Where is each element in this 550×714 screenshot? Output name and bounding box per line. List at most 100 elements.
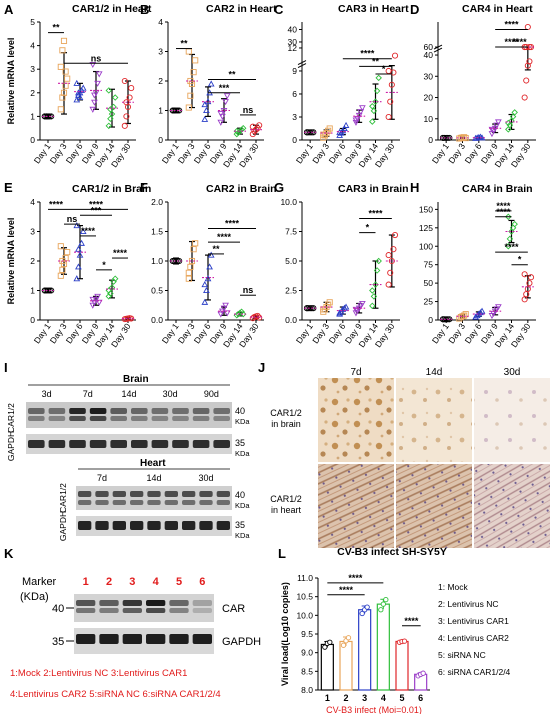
bar (320, 643, 334, 691)
ihc-timepoint: 7d (350, 367, 361, 378)
k-car-band (169, 608, 189, 613)
data-point (524, 23, 531, 31)
x-tick-label: 6 (418, 693, 423, 703)
y-tick-label: 0 (30, 315, 35, 325)
significance-label: **** (339, 585, 354, 595)
data-point (60, 37, 68, 44)
k-legend-line2: 4:Lentivirus CAR2 5:siRNA NC 6:siRNA CAR… (10, 689, 221, 700)
y-tick-label: 2 (30, 88, 35, 98)
k-lane-numbers: 1 2 3 4 5 6 (83, 576, 206, 588)
y-tick-label: 0.5 (151, 286, 163, 296)
blot-band (110, 408, 127, 414)
ihc-heart-14d (396, 464, 472, 548)
significance-label: * (102, 260, 106, 270)
panel-letter-k: K (4, 546, 14, 561)
data-point (233, 127, 241, 135)
data-point (342, 303, 350, 310)
heart-mw-40-kda: KDa (235, 501, 250, 510)
data-point (511, 220, 518, 228)
k-marker-unit: (KDa) (20, 591, 49, 603)
blot-band (28, 440, 45, 448)
blot-band (48, 416, 66, 421)
data-point (472, 313, 479, 320)
k-gapdh-band (146, 634, 166, 644)
significance-label: **** (513, 37, 528, 47)
brain-mw-40: 40 (235, 406, 245, 416)
y-tick-label: 7.5 (285, 227, 297, 237)
blot-band (164, 500, 178, 505)
y-tick-label: 4 (158, 17, 163, 27)
legend-entry: 3: Lentivirus CAR1 (438, 616, 509, 626)
panel-letters: A B C D E F G H I J K L (4, 2, 419, 561)
y-tick-label: 2.5 (285, 286, 297, 296)
data-point (75, 89, 82, 96)
blot-band (151, 408, 169, 414)
data-point (185, 104, 192, 111)
ihc-timepoint-labels: 7d 14d 30d (350, 367, 520, 378)
data-point (327, 639, 333, 645)
blot-band (213, 416, 230, 421)
data-point (64, 75, 71, 82)
k-band-gapdh: GAPDH (222, 636, 261, 648)
x-tick-label: 1 (325, 693, 330, 703)
data-point (185, 275, 192, 282)
y-tick-label: 10.0 (296, 610, 313, 620)
data-point (401, 638, 408, 644)
data-point (352, 119, 360, 126)
y-axis-label: Relative mRNA level (6, 38, 16, 125)
data-point (223, 93, 231, 100)
blot-band (213, 440, 230, 448)
data-point (190, 246, 197, 253)
data-point (239, 310, 247, 318)
k-mw-35: 35 (52, 636, 64, 648)
heart-mw-40: 40 (235, 490, 245, 500)
blot-band (112, 491, 126, 497)
blot-band (213, 408, 230, 414)
data-point (509, 113, 517, 120)
data-point (57, 243, 64, 250)
heart-row-gapdh: GAPDH (58, 511, 68, 541)
chart-title: CAR2 in Brain (206, 183, 277, 195)
panel-j-ihc: 7d 14d 30d CAR1/2 in brain CAR1/2 in heart (270, 367, 550, 548)
bar (339, 640, 353, 691)
ihc-brain-14d (396, 378, 472, 462)
y-tick-label: 8.0 (301, 685, 313, 695)
data-point (73, 222, 81, 229)
y-tick-label: 11.0 (297, 573, 313, 583)
panel-k-blot: Marker (KDa) 1 2 3 4 5 6 40 35 CAR GAPDH 1:Mo… (10, 576, 261, 700)
data-point (385, 252, 392, 259)
data-point (461, 312, 468, 319)
blot-band (131, 408, 148, 414)
heart-timepoint: 14d (146, 473, 161, 483)
data-point (91, 99, 98, 106)
y-tick-label: 2 (158, 76, 163, 86)
blot-heart-label: Heart (140, 458, 166, 469)
data-point (341, 124, 348, 132)
data-point (385, 281, 392, 288)
significance-label: **** (496, 201, 511, 211)
data-point (249, 123, 256, 130)
panel-l-bar-chart: CV-B3 infect SH-SY5Y Viral load(Log10 cop… (280, 546, 511, 714)
blot-band (69, 440, 86, 448)
data-point (521, 296, 528, 303)
data-point (249, 315, 256, 322)
significance-label: ** (52, 23, 60, 33)
brain-mw-35: 35 (235, 438, 245, 448)
blot-band (151, 440, 169, 448)
data-point (89, 61, 97, 69)
y-tick-label: 1 (30, 286, 35, 296)
y-tick-label: 10.5 (296, 592, 313, 602)
heart-timepoint-labels: 7d 14d 30d (97, 473, 214, 483)
data-point (488, 126, 496, 133)
y-tick-label: 10.0 (280, 197, 297, 207)
data-point (370, 107, 378, 115)
blot-band (164, 491, 178, 497)
significance-label: **** (504, 242, 519, 252)
panel-letter-d: D (410, 2, 419, 17)
blot-band (130, 521, 144, 530)
chart-title: CAR4 in Heart (462, 3, 533, 15)
data-point (187, 92, 194, 99)
y-tick-label: 40 (424, 50, 434, 60)
